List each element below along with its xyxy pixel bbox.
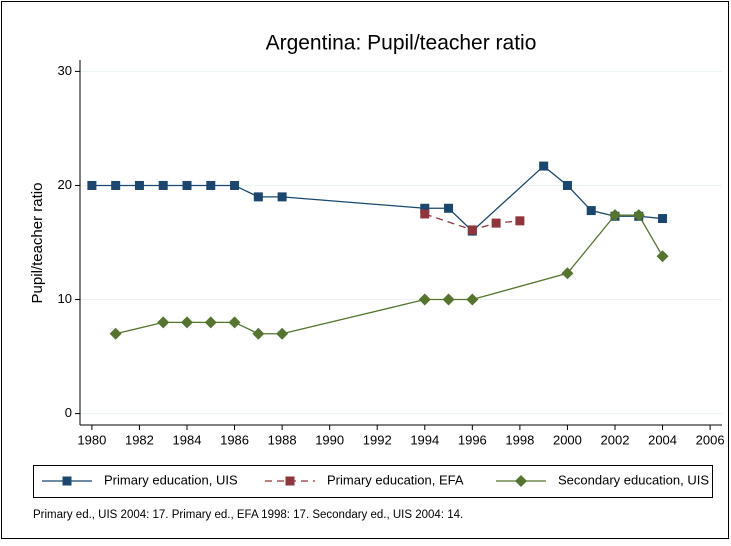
marker xyxy=(658,214,668,224)
x-tick-label: 1990 xyxy=(315,432,344,447)
marker xyxy=(158,180,168,190)
marker xyxy=(276,327,289,340)
marker xyxy=(515,216,525,226)
marker xyxy=(515,475,527,487)
marker xyxy=(62,476,72,486)
series-line xyxy=(424,213,520,231)
marker xyxy=(157,316,170,329)
marker xyxy=(539,161,549,171)
marker xyxy=(656,250,669,263)
marker xyxy=(444,203,454,213)
marker xyxy=(134,180,144,190)
y-tick-label: 30 xyxy=(58,63,72,78)
x-tick-label: 1982 xyxy=(125,432,154,447)
marker xyxy=(632,209,645,222)
x-tick-label: 1996 xyxy=(458,432,487,447)
x-tick-label: 2000 xyxy=(553,432,582,447)
marker xyxy=(467,225,477,235)
marker xyxy=(442,293,455,306)
x-tick-label: 1984 xyxy=(173,432,202,447)
y-tick-label: 20 xyxy=(58,177,72,192)
marker xyxy=(181,316,193,329)
marker xyxy=(111,180,121,190)
x-tick-label: 1988 xyxy=(268,432,297,447)
x-tick-label: 1980 xyxy=(77,432,106,447)
marker xyxy=(252,327,265,340)
legend-label: Secondary education, UIS xyxy=(558,472,709,487)
x-tick-label: 1994 xyxy=(410,432,439,447)
marker xyxy=(277,192,287,202)
marker xyxy=(609,209,621,222)
marker xyxy=(204,316,217,329)
marker xyxy=(418,293,431,306)
marker xyxy=(253,192,263,202)
x-tick-label: 1986 xyxy=(220,432,249,447)
marker xyxy=(491,218,501,228)
y-axis-label: Pupil/teacher ratio xyxy=(29,183,46,304)
marker xyxy=(561,267,574,280)
marker xyxy=(586,206,596,216)
marker xyxy=(206,180,216,190)
chart-title: Argentina: Pupil/teacher ratio xyxy=(266,32,537,55)
marker xyxy=(466,293,479,306)
legend-label: Primary education, UIS xyxy=(104,472,238,487)
marker xyxy=(562,180,572,190)
x-tick-label: 1998 xyxy=(505,432,534,447)
x-tick-label: 2004 xyxy=(648,432,677,447)
legend-label: Primary education, EFA xyxy=(327,472,464,487)
marker xyxy=(109,327,122,340)
marker xyxy=(228,316,241,329)
marker xyxy=(87,180,97,190)
y-tick-label: 10 xyxy=(58,291,72,306)
marker xyxy=(420,203,430,213)
marker xyxy=(285,476,295,486)
legend-box xyxy=(33,465,713,498)
marker xyxy=(230,180,240,190)
marker xyxy=(420,209,430,219)
x-tick-label: 1992 xyxy=(363,432,392,447)
note: Primary ed., UIS 2004: 17. Primary ed., … xyxy=(33,509,463,521)
x-tick-label: 2002 xyxy=(601,432,630,447)
x-tick-label: 2006 xyxy=(696,432,725,447)
marker xyxy=(182,180,192,190)
y-tick-label: 0 xyxy=(65,405,72,420)
